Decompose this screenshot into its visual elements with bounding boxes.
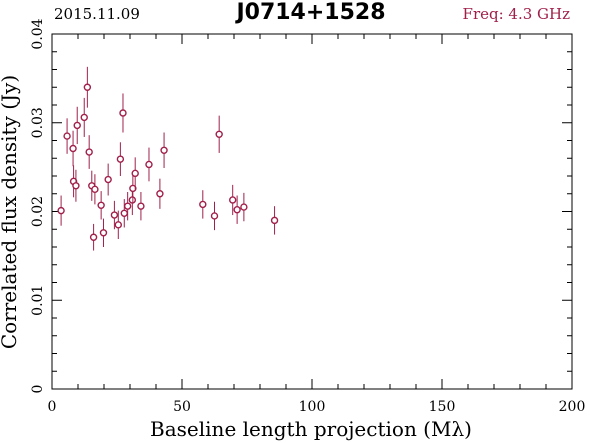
data-point [110, 211, 119, 219]
data-point [233, 206, 241, 214]
data-point [145, 160, 153, 169]
data-point [156, 190, 164, 198]
data-point [114, 221, 123, 229]
data-point [119, 109, 127, 117]
data-point [83, 83, 92, 91]
data-point [228, 196, 237, 204]
data-point [63, 132, 71, 140]
data-point [91, 185, 99, 194]
x-tick-label: 100 [299, 399, 326, 415]
chart-title: J0714+1528 [234, 0, 385, 25]
data-point [116, 155, 125, 163]
x-tick-label: 50 [173, 399, 191, 415]
data-point [240, 203, 248, 211]
data-point [99, 229, 108, 237]
data-point [80, 113, 88, 122]
data-point [85, 148, 93, 156]
y-tick-label: 0.01 [30, 285, 46, 316]
x-tick-label: 200 [559, 399, 586, 415]
data-point [104, 175, 112, 184]
data-point [270, 216, 279, 225]
data-point [123, 202, 132, 210]
data-point [199, 200, 207, 209]
data-point [215, 130, 223, 138]
data-point [129, 184, 137, 193]
data-point [72, 182, 80, 190]
x-axis-label: Baseline length projection (Mλ) [150, 417, 472, 441]
data-point [137, 202, 145, 210]
data-point [89, 233, 98, 241]
data-point [131, 169, 139, 178]
plot-area: 0 50 100 150 200 0 0.01 0.02 0.03 0.04 [30, 18, 585, 415]
frequency-label: Freq: 4.3 GHz [463, 5, 571, 23]
y-tick-label: 0 [30, 385, 46, 394]
plot-frame [51, 33, 573, 390]
data-point [160, 146, 168, 154]
data-point [210, 212, 219, 220]
x-tick-label: 0 [48, 399, 57, 415]
y-tick-label: 0.02 [30, 196, 46, 227]
observation-date: 2015.11.09 [54, 5, 140, 23]
data-point [73, 121, 81, 130]
data-point [128, 196, 137, 204]
x-tick-label: 150 [429, 399, 456, 415]
y-tick-label: 0.04 [30, 18, 46, 49]
data-point [69, 144, 77, 153]
data-point [97, 201, 105, 209]
data-point [120, 209, 128, 217]
y-tick-label: 0.03 [30, 107, 46, 138]
y-axis-label: Correlated flux density (Jy) [0, 75, 21, 349]
data-point [57, 206, 65, 215]
